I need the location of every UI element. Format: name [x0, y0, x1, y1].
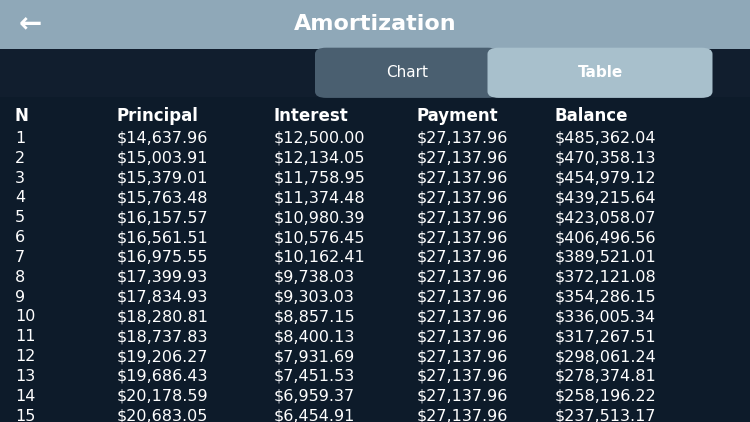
- Text: 3: 3: [15, 170, 25, 186]
- Text: $9,303.03: $9,303.03: [274, 289, 355, 305]
- Text: $18,737.83: $18,737.83: [116, 329, 208, 344]
- FancyBboxPatch shape: [0, 49, 750, 97]
- Text: $10,576.45: $10,576.45: [274, 230, 365, 245]
- Text: $9,738.03: $9,738.03: [274, 270, 355, 285]
- Text: $470,358.13: $470,358.13: [555, 151, 656, 166]
- Text: $27,137.96: $27,137.96: [416, 151, 508, 166]
- Text: $27,137.96: $27,137.96: [416, 210, 508, 225]
- Text: $15,379.01: $15,379.01: [116, 170, 208, 186]
- Text: 12: 12: [15, 349, 35, 364]
- Text: $19,206.27: $19,206.27: [116, 349, 208, 364]
- Text: $7,451.53: $7,451.53: [274, 369, 355, 384]
- Text: $27,137.96: $27,137.96: [416, 408, 508, 422]
- Text: 11: 11: [15, 329, 35, 344]
- Text: $27,137.96: $27,137.96: [416, 170, 508, 186]
- Text: 5: 5: [15, 210, 26, 225]
- Text: Interest: Interest: [274, 107, 349, 125]
- Text: $27,137.96: $27,137.96: [416, 289, 508, 305]
- Text: 15: 15: [15, 408, 35, 422]
- Text: $27,137.96: $27,137.96: [416, 329, 508, 344]
- Text: 6: 6: [15, 230, 26, 245]
- Text: $27,137.96: $27,137.96: [416, 270, 508, 285]
- Text: $15,763.48: $15,763.48: [116, 190, 208, 206]
- Text: $27,137.96: $27,137.96: [416, 230, 508, 245]
- Text: $14,637.96: $14,637.96: [116, 131, 208, 146]
- Text: $10,980.39: $10,980.39: [274, 210, 365, 225]
- Text: $8,400.13: $8,400.13: [274, 329, 356, 344]
- Text: 14: 14: [15, 389, 35, 404]
- Text: $11,758.95: $11,758.95: [274, 170, 365, 186]
- Text: $12,134.05: $12,134.05: [274, 151, 365, 166]
- FancyBboxPatch shape: [315, 48, 499, 98]
- Text: $27,137.96: $27,137.96: [416, 131, 508, 146]
- Text: $439,215.64: $439,215.64: [555, 190, 656, 206]
- Text: 8: 8: [15, 270, 26, 285]
- Text: 9: 9: [15, 289, 26, 305]
- Text: $298,061.24: $298,061.24: [555, 349, 657, 364]
- Text: $10,162.41: $10,162.41: [274, 250, 365, 265]
- Text: $27,137.96: $27,137.96: [416, 369, 508, 384]
- FancyBboxPatch shape: [488, 48, 712, 98]
- Text: $11,374.48: $11,374.48: [274, 190, 365, 206]
- Text: 1: 1: [15, 131, 26, 146]
- Text: $18,280.81: $18,280.81: [116, 309, 208, 325]
- Text: $317,267.51: $317,267.51: [555, 329, 657, 344]
- Text: $6,959.37: $6,959.37: [274, 389, 355, 404]
- Text: Balance: Balance: [555, 107, 628, 125]
- Text: $7,931.69: $7,931.69: [274, 349, 355, 364]
- Text: Table: Table: [578, 65, 622, 80]
- Text: $17,399.93: $17,399.93: [116, 270, 208, 285]
- Text: 4: 4: [15, 190, 26, 206]
- Text: $16,975.55: $16,975.55: [116, 250, 208, 265]
- Text: Payment: Payment: [416, 107, 498, 125]
- Text: $16,561.51: $16,561.51: [116, 230, 208, 245]
- Text: $20,178.59: $20,178.59: [116, 389, 208, 404]
- Text: $16,157.57: $16,157.57: [116, 210, 208, 225]
- Text: $454,979.12: $454,979.12: [555, 170, 657, 186]
- Text: $354,286.15: $354,286.15: [555, 289, 657, 305]
- Text: $27,137.96: $27,137.96: [416, 389, 508, 404]
- Text: $27,137.96: $27,137.96: [416, 190, 508, 206]
- Text: 2: 2: [15, 151, 26, 166]
- Text: $278,374.81: $278,374.81: [555, 369, 657, 384]
- Text: $423,058.07: $423,058.07: [555, 210, 656, 225]
- Text: $8,857.15: $8,857.15: [274, 309, 356, 325]
- Text: $27,137.96: $27,137.96: [416, 349, 508, 364]
- Text: $237,513.17: $237,513.17: [555, 408, 656, 422]
- Text: $389,521.01: $389,521.01: [555, 250, 657, 265]
- Text: 10: 10: [15, 309, 35, 325]
- Text: $27,137.96: $27,137.96: [416, 309, 508, 325]
- Text: 13: 13: [15, 369, 35, 384]
- Text: $20,683.05: $20,683.05: [116, 408, 208, 422]
- Text: $336,005.34: $336,005.34: [555, 309, 656, 325]
- Text: $6,454.91: $6,454.91: [274, 408, 356, 422]
- Text: $485,362.04: $485,362.04: [555, 131, 656, 146]
- FancyBboxPatch shape: [0, 0, 750, 49]
- Text: $258,196.22: $258,196.22: [555, 389, 657, 404]
- Text: $406,496.56: $406,496.56: [555, 230, 656, 245]
- Text: 7: 7: [15, 250, 26, 265]
- Text: ←: ←: [19, 10, 42, 38]
- Text: Principal: Principal: [116, 107, 198, 125]
- Text: $12,500.00: $12,500.00: [274, 131, 365, 146]
- Text: $15,003.91: $15,003.91: [116, 151, 208, 166]
- Text: N: N: [15, 107, 28, 125]
- Text: $372,121.08: $372,121.08: [555, 270, 657, 285]
- Text: Amortization: Amortization: [294, 14, 456, 34]
- Text: Chart: Chart: [386, 65, 427, 80]
- Text: $17,834.93: $17,834.93: [116, 289, 208, 305]
- Text: $19,686.43: $19,686.43: [116, 369, 208, 384]
- Text: $27,137.96: $27,137.96: [416, 250, 508, 265]
